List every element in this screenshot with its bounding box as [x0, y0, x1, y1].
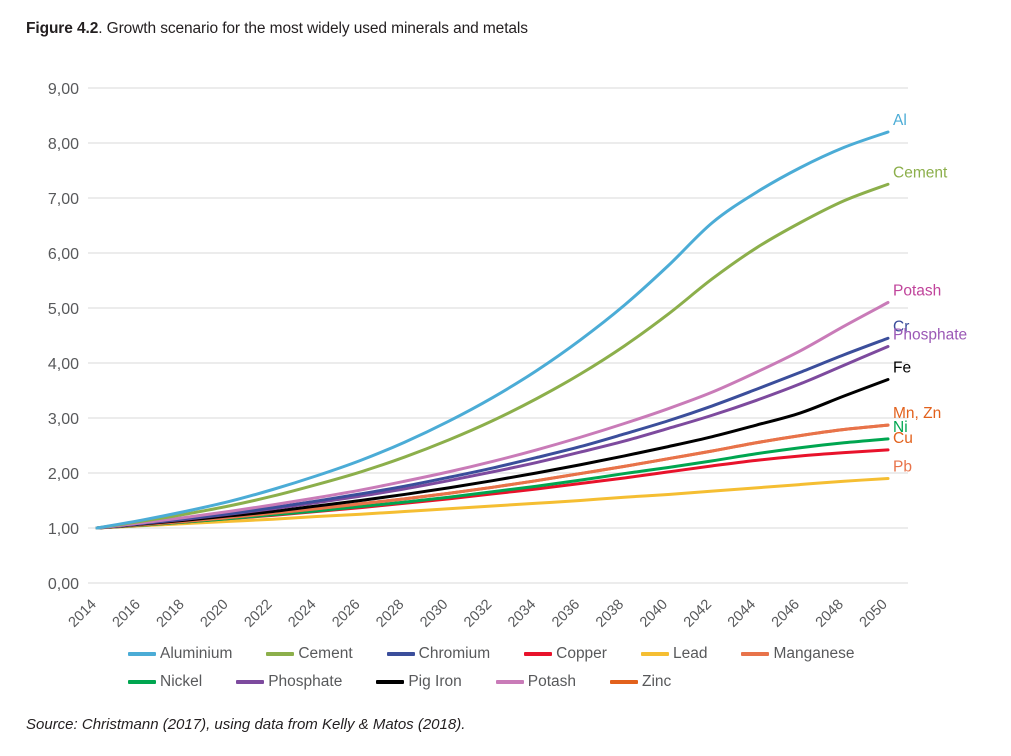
svg-text:2024: 2024 — [285, 597, 319, 631]
figure-title-text: . Growth scenario for the most widely us… — [98, 20, 528, 37]
svg-text:2018: 2018 — [154, 597, 188, 631]
legend-swatch-icon — [524, 652, 553, 656]
legend-swatch-icon — [128, 652, 156, 656]
svg-text:2036: 2036 — [549, 597, 583, 631]
legend-item-cement[interactable]: Cement — [266, 645, 353, 663]
legend-item-label: Lead — [672, 645, 708, 662]
svg-text:Phosphate: Phosphate — [893, 327, 967, 344]
figure-number: Figure 4.2 — [26, 20, 99, 37]
legend-swatch-icon — [741, 652, 770, 656]
svg-text:1,00: 1,00 — [48, 521, 79, 538]
svg-text:Cr: Cr — [893, 318, 909, 335]
legend-swatch-icon — [128, 680, 156, 684]
legend-swatch-icon — [386, 652, 415, 656]
svg-text:3,00: 3,00 — [48, 411, 79, 428]
svg-text:Mn, Zn: Mn, Zn — [893, 405, 941, 422]
legend-item-label: Zinc — [642, 673, 672, 690]
legend-swatch-icon — [610, 680, 639, 684]
svg-text:Al: Al — [893, 112, 907, 129]
legend-item-label: Phosphate — [268, 673, 343, 690]
svg-text:2014: 2014 — [66, 597, 100, 631]
legend-item-label: Manganese — [773, 645, 855, 662]
svg-text:5,00: 5,00 — [48, 301, 79, 318]
svg-text:Fe: Fe — [893, 360, 911, 377]
chart-legend: Aluminium Cement Chromium Copper Lead Mangane… — [0, 640, 1011, 696]
chart-container: 0,00 1,00 2,00 3,00 4,00 5,00 6,00 7,00 8,00 9,00… — [0, 56, 1011, 646]
svg-text:7,00: 7,00 — [48, 191, 79, 208]
svg-text:2038: 2038 — [593, 597, 627, 631]
legend-item-label: Aluminium — [160, 645, 233, 662]
legend-item-lead[interactable]: Lead — [640, 645, 708, 663]
legend-item-manganese[interactable]: Manganese — [741, 645, 854, 663]
source-note: Source: Christmann (2017), using data fr… — [26, 716, 466, 733]
legend-swatch-icon — [495, 680, 524, 684]
svg-text:2028: 2028 — [373, 597, 407, 631]
svg-text:2044: 2044 — [725, 597, 759, 631]
legend-item-aluminium[interactable]: Aluminium — [128, 645, 232, 663]
legend-item-chromium[interactable]: Chromium — [386, 645, 491, 663]
svg-text:6,00: 6,00 — [48, 246, 79, 263]
legend-item-phosphate[interactable]: Phosphate — [236, 673, 342, 691]
svg-text:2026: 2026 — [329, 597, 363, 631]
legend-item-potash[interactable]: Potash — [495, 673, 577, 691]
legend-item-label: Cement — [298, 645, 353, 662]
svg-text:Ni: Ni — [893, 419, 908, 436]
legend-row-1: Aluminium Cement Chromium Copper Lead Mangane… — [0, 640, 1011, 668]
svg-text:0,00: 0,00 — [48, 576, 79, 593]
x-axis-tick-labels: 2014 2016 2018 2020 2022 2024 2026 2028 2030 2032… — [66, 597, 891, 631]
legend-item-label: Chromium — [418, 645, 491, 662]
line-chart: 0,00 1,00 2,00 3,00 4,00 5,00 6,00 7,00 8,00 9,00… — [48, 81, 967, 631]
legend-item-label: Potash — [527, 673, 577, 690]
svg-text:Potash: Potash — [893, 283, 941, 300]
gridlines — [88, 87, 908, 584]
svg-text:2032: 2032 — [461, 597, 495, 631]
svg-text:2022: 2022 — [241, 597, 275, 631]
legend-swatch-icon — [266, 652, 295, 656]
y-axis-tick-labels: 0,00 1,00 2,00 3,00 4,00 5,00 6,00 7,00 8,00 9,00 — [48, 81, 79, 593]
svg-text:2050: 2050 — [857, 597, 891, 631]
svg-text:4,00: 4,00 — [48, 356, 79, 373]
legend-row-2: Nickel Phosphate Pig Iron Potash Zinc — [0, 668, 1011, 696]
legend-swatch-icon — [236, 680, 265, 684]
legend-item-label: Copper — [556, 645, 607, 662]
page-title: Figure 4.2. Growth scenario for the most… — [26, 20, 528, 38]
legend-item-label: Nickel — [160, 673, 203, 690]
legend-swatch-icon — [640, 652, 669, 656]
legend-item-copper[interactable]: Copper — [524, 645, 607, 663]
legend-item-zinc[interactable]: Zinc — [610, 673, 671, 691]
svg-text:2046: 2046 — [769, 597, 803, 631]
legend-swatch-icon — [376, 680, 405, 684]
svg-text:2034: 2034 — [505, 597, 539, 631]
svg-text:Cu: Cu — [893, 430, 913, 447]
svg-text:8,00: 8,00 — [48, 136, 79, 153]
legend-item-nickel[interactable]: Nickel — [128, 673, 202, 691]
svg-text:2016: 2016 — [110, 597, 144, 631]
svg-text:2030: 2030 — [417, 597, 451, 631]
svg-text:2048: 2048 — [813, 597, 847, 631]
svg-text:2042: 2042 — [681, 597, 715, 631]
legend-item-label: Pig Iron — [408, 673, 462, 690]
legend-item-pig-iron[interactable]: Pig Iron — [376, 673, 462, 691]
svg-text:Pb: Pb — [893, 459, 912, 476]
svg-text:2,00: 2,00 — [48, 466, 79, 483]
svg-text:Cement: Cement — [893, 164, 948, 181]
svg-text:9,00: 9,00 — [48, 81, 79, 98]
series-lines — [95, 130, 890, 530]
svg-text:2040: 2040 — [637, 597, 671, 631]
svg-text:2020: 2020 — [198, 597, 232, 631]
